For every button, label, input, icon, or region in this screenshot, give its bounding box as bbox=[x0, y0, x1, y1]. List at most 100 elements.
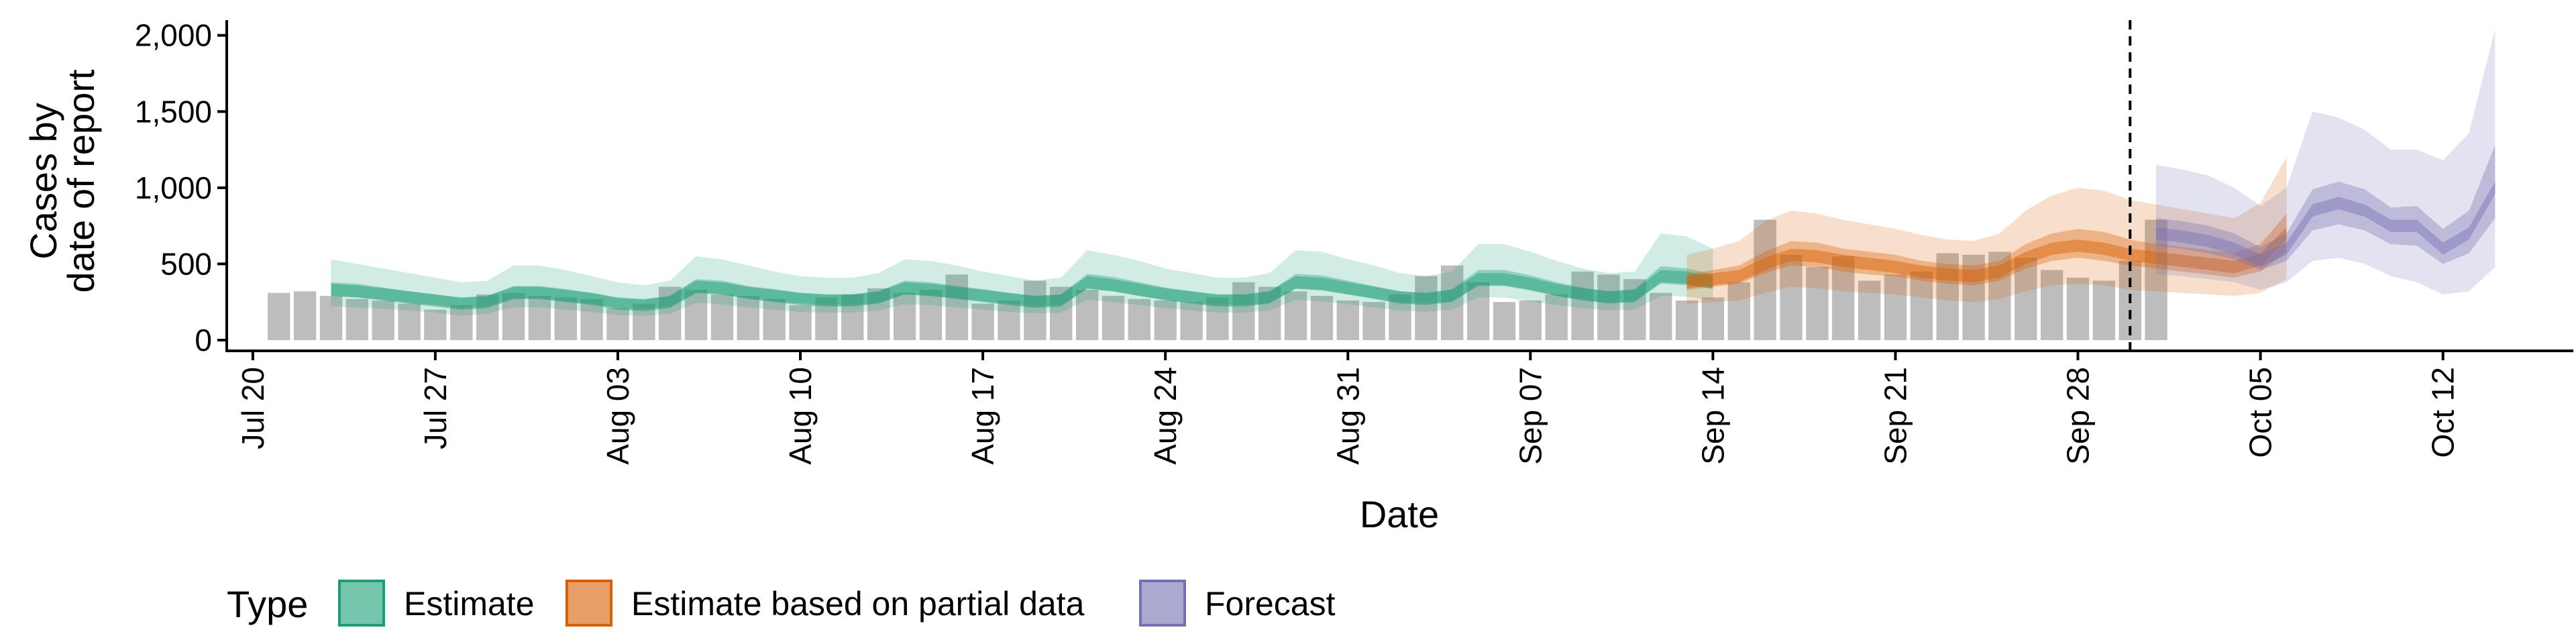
estimate-median-band bbox=[331, 270, 1713, 311]
reported-cases-bar bbox=[606, 308, 629, 340]
reported-cases-bar bbox=[1936, 253, 1959, 340]
reported-cases-bar bbox=[1650, 292, 1672, 340]
reported-cases-bar bbox=[476, 294, 499, 340]
x-tick-label: Aug 03 bbox=[600, 367, 635, 465]
x-tick-label: Jul 27 bbox=[418, 367, 453, 449]
reported-cases-bar bbox=[1545, 294, 1568, 340]
reported-cases-bar bbox=[1284, 291, 1307, 340]
reported-cases-bar bbox=[2145, 219, 2167, 340]
reported-cases-bar bbox=[554, 297, 577, 340]
reported-cases-bar bbox=[1988, 252, 2011, 340]
legend-title: Type bbox=[227, 583, 308, 625]
reported-cases-bar bbox=[815, 297, 838, 340]
reported-cases-bar bbox=[580, 299, 603, 340]
legend-swatch-forecast bbox=[1139, 580, 1186, 627]
reported-cases-bar bbox=[1623, 279, 1646, 340]
legend-swatch-estimate bbox=[338, 580, 385, 627]
reported-cases-bar bbox=[684, 290, 708, 340]
x-tick-label: Sep 07 bbox=[1513, 367, 1548, 465]
reported-cases-bar bbox=[1024, 280, 1046, 340]
estimate-based-on-partial-data-50-band bbox=[1686, 213, 2287, 290]
reported-cases-bar bbox=[2015, 258, 2037, 340]
x-tick-label: Sep 21 bbox=[1878, 367, 1913, 465]
reported-cases-bar bbox=[1571, 271, 1594, 340]
y-axis-title: Cases by date of report bbox=[22, 69, 102, 293]
estimate-90-band bbox=[331, 233, 1713, 316]
y-axis-ticks: 0 500 1,000 1,500 2,000 bbox=[135, 18, 227, 358]
x-tick-label: Sep 14 bbox=[1695, 367, 1730, 465]
reported-cases-bar bbox=[1206, 297, 1229, 340]
reported-cases-bar bbox=[1389, 294, 1411, 340]
reported-cases-bar bbox=[424, 309, 447, 340]
reported-cases-bar bbox=[293, 291, 317, 340]
reported-cases-bar bbox=[1415, 276, 1438, 340]
forecast-median-band bbox=[2156, 181, 2496, 267]
x-axis-ticks: Jul 20 Jul 27 Aug 03 Aug 10 Aug 17 Aug 24 Aug … bbox=[235, 351, 2461, 465]
reported-cases-bar bbox=[1727, 282, 1750, 340]
legend-label-forecast: Forecast bbox=[1205, 585, 1336, 623]
reported-cases-bar bbox=[1884, 274, 1907, 340]
reported-cases-bar bbox=[867, 288, 890, 340]
reported-cases-bar bbox=[763, 299, 786, 340]
x-tick-label: Aug 24 bbox=[1148, 367, 1183, 465]
x-tick-label: Oct 12 bbox=[2426, 367, 2461, 458]
legend-swatch-estimate-based-on-partial-data bbox=[566, 580, 612, 627]
reported-cases-bar bbox=[1310, 296, 1334, 340]
reported-cases-bar bbox=[398, 303, 421, 340]
reported-cases-bar bbox=[1910, 271, 1933, 340]
reported-cases-bar bbox=[841, 294, 864, 340]
x-tick-label: Aug 17 bbox=[965, 367, 1000, 465]
reported-cases-bar bbox=[1232, 282, 1255, 340]
forecast-50-band bbox=[2156, 145, 2496, 270]
reported-cases-bar bbox=[1466, 282, 1490, 340]
reported-cases-bar bbox=[268, 292, 290, 340]
reported-cases-bar bbox=[1102, 296, 1125, 340]
reported-cases-bar bbox=[1962, 254, 1985, 340]
reported-cases-bar bbox=[737, 296, 759, 340]
x-tick-label: Sep 28 bbox=[2061, 367, 2096, 465]
reported-cases-bar bbox=[1154, 300, 1177, 340]
reported-cases-bar bbox=[1128, 299, 1150, 340]
legend: Type Estimate Estimate based on partial d… bbox=[227, 580, 1336, 627]
x-tick-label: Aug 31 bbox=[1330, 367, 1365, 465]
reported-cases-bar bbox=[1701, 297, 1725, 340]
y-axis-title-line-2: date of report bbox=[60, 69, 102, 293]
reported-cases-bar bbox=[1050, 286, 1073, 340]
reported-cases-bar bbox=[1362, 302, 1385, 340]
y-tick-label: 2,000 bbox=[135, 18, 212, 53]
reported-cases-bar bbox=[1858, 280, 1881, 340]
reported-cases-bar bbox=[2041, 270, 2063, 340]
reported-cases-bar bbox=[372, 300, 394, 340]
estimate-based-on-partial-data-90-band bbox=[1686, 157, 2287, 304]
reported-cases-bar bbox=[710, 294, 734, 340]
reported-cases-bar bbox=[1519, 300, 1542, 340]
reported-cases-bar bbox=[919, 290, 943, 340]
reported-cases-bar bbox=[945, 274, 968, 340]
reported-cases-bars bbox=[268, 219, 2167, 340]
reported-cases-bar bbox=[1075, 290, 1099, 340]
legend-label-estimate: Estimate bbox=[404, 585, 535, 623]
estimate-50-band bbox=[331, 266, 1713, 309]
reported-cases-bar bbox=[2066, 277, 2090, 340]
reported-cases-bar bbox=[1754, 219, 1776, 340]
reported-cases-bar bbox=[1441, 265, 1464, 340]
reported-cases-bar bbox=[1806, 267, 1829, 340]
reported-cases-bar bbox=[502, 292, 525, 340]
x-tick-label: Oct 05 bbox=[2243, 367, 2278, 458]
reported-cases-bar bbox=[789, 305, 812, 340]
reported-cases-bar bbox=[633, 303, 655, 340]
x-tick-label: Aug 10 bbox=[783, 367, 818, 465]
ribbons bbox=[331, 29, 2496, 316]
reported-cases-bar bbox=[1832, 256, 1855, 340]
reported-cases-bar bbox=[1597, 274, 1620, 340]
estimate-based-on-partial-data-median-band bbox=[1686, 227, 2287, 288]
x-axis-title: Date bbox=[1360, 493, 1439, 535]
y-tick-label: 1,500 bbox=[135, 94, 212, 129]
y-tick-label: 0 bbox=[195, 323, 212, 358]
reported-cases-bar bbox=[971, 303, 994, 340]
y-tick-label: 500 bbox=[160, 246, 212, 281]
reported-cases-bar bbox=[2092, 280, 2116, 340]
forecast-90-band bbox=[2156, 29, 2496, 294]
reported-cases-bar bbox=[998, 300, 1020, 340]
